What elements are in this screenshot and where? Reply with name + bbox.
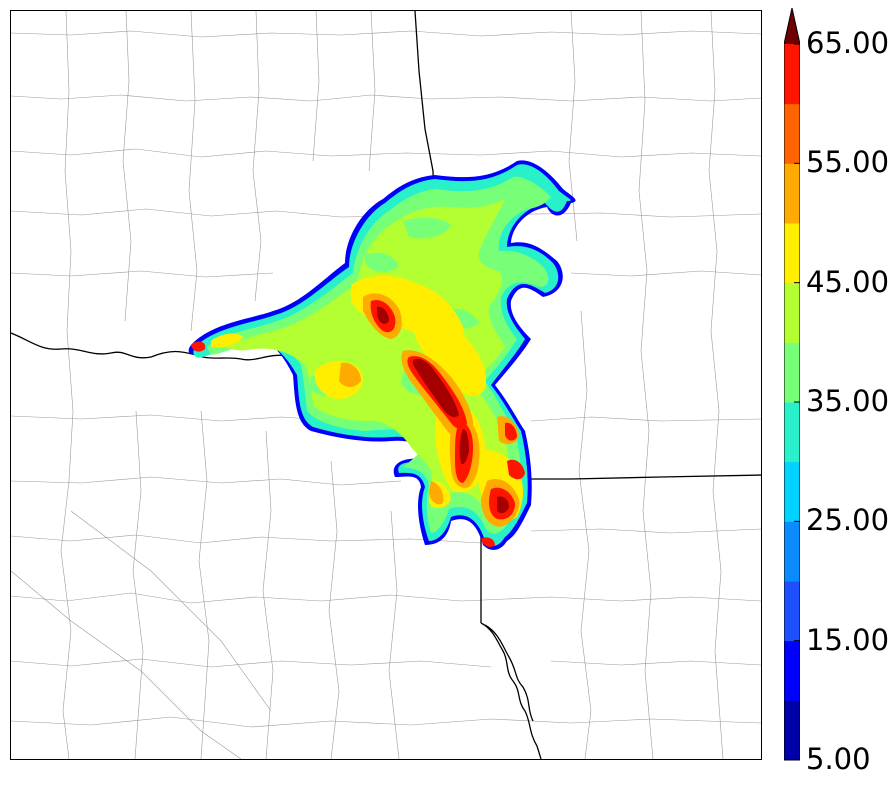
colorbar-tick-label: 5.00 — [806, 742, 871, 776]
colorbar-tick-label: 45.00 — [806, 264, 890, 299]
colorbar-tick-label: 35.00 — [806, 384, 890, 418]
colorbar-band — [784, 103, 800, 164]
colorbar-band — [784, 521, 800, 582]
colorbar-tick-label: 55.00 — [806, 145, 890, 180]
colorbar-band — [784, 581, 800, 642]
colorbar-band — [784, 163, 800, 224]
radar-map — [11, 11, 761, 759]
colorbar-tick-label: 65.00 — [806, 26, 890, 60]
radar-map-panel — [10, 10, 762, 760]
reflectivity-field — [188, 160, 576, 550]
colorbar-tick-label: 25.00 — [806, 503, 890, 538]
colorbar-band — [784, 282, 800, 343]
colorbar-band — [784, 461, 800, 522]
colorbar-band — [784, 402, 800, 463]
colorbar — [784, 8, 800, 761]
colorbar-tick-label: 15.00 — [806, 622, 890, 657]
colorbar-band — [784, 44, 800, 105]
colorbar-band — [784, 342, 800, 403]
colorbar-extend-arrow — [784, 8, 800, 44]
colorbar-band — [784, 223, 800, 284]
county-boundaries — [11, 11, 761, 759]
colorbar-band — [784, 640, 800, 701]
colorbar-band — [784, 700, 800, 761]
